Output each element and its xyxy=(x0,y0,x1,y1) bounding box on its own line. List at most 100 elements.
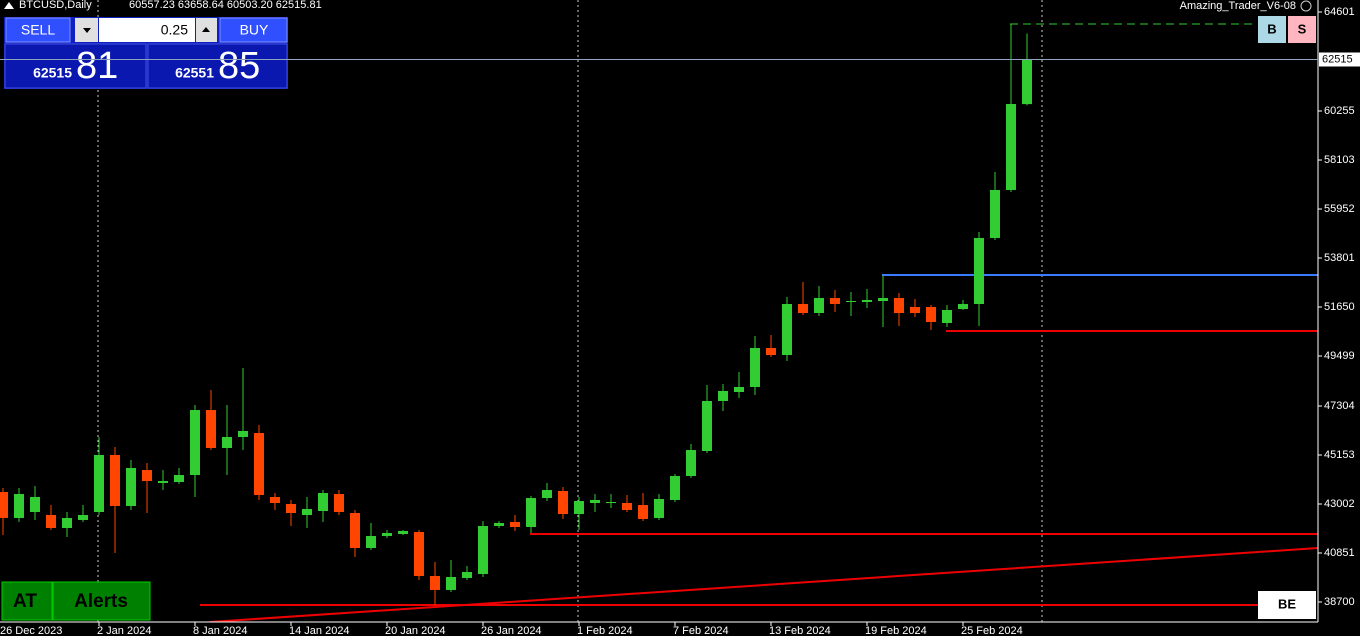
current-price-box xyxy=(1319,52,1360,67)
y-tick-label: 64601 xyxy=(1324,6,1355,18)
b-label[interactable]: B xyxy=(1267,21,1276,36)
x-tick-label: 2 Jan 2024 xyxy=(97,625,151,636)
trade-panel: SELL 0.25 BUY 62515 81 62551 85 xyxy=(4,17,288,89)
candle-body xyxy=(446,576,456,590)
candle-body xyxy=(110,455,120,507)
y-tick-label: 38700 xyxy=(1324,596,1355,608)
lot-value: 0.25 xyxy=(161,22,188,38)
candle-body xyxy=(526,497,536,527)
candle-body xyxy=(414,532,424,577)
candle-body xyxy=(910,306,920,314)
candle-body xyxy=(142,469,152,481)
x-tick-label: 1 Feb 2024 xyxy=(577,625,633,636)
y-tick-label: 55952 xyxy=(1324,203,1355,215)
candle-body xyxy=(430,576,440,590)
alerts-label[interactable]: Alerts xyxy=(74,591,128,612)
candle-body xyxy=(830,297,840,305)
candle-body xyxy=(654,498,664,518)
candle-body xyxy=(62,517,72,528)
b-button[interactable] xyxy=(1258,16,1286,43)
lot-input[interactable] xyxy=(99,18,195,42)
candle-body xyxy=(718,390,728,401)
be-label[interactable]: BE xyxy=(1278,596,1296,611)
trend-line xyxy=(209,547,1318,622)
x-tick-label: 25 Feb 2024 xyxy=(961,625,1023,636)
be-button[interactable] xyxy=(1258,591,1316,619)
candle-body xyxy=(398,530,408,535)
sell-label[interactable]: SELL xyxy=(21,22,55,38)
candle-body xyxy=(1006,104,1016,190)
s-label[interactable]: S xyxy=(1298,21,1307,36)
candle-body xyxy=(974,237,984,305)
y-tick-label: 58103 xyxy=(1324,154,1355,166)
indicator-name: Amazing_Trader_V6-08 xyxy=(1180,0,1296,12)
x-tick-label: 7 Feb 2024 xyxy=(673,625,729,636)
candle-body xyxy=(590,499,600,504)
candle-body xyxy=(558,490,568,515)
candle-body xyxy=(350,513,360,548)
arrow-down xyxy=(83,28,91,33)
at-button[interactable] xyxy=(1,581,53,621)
y-tick-label: 51650 xyxy=(1324,301,1355,313)
candle-body xyxy=(782,304,792,356)
x-tick-label: 19 Feb 2024 xyxy=(865,625,927,636)
arrow-up xyxy=(202,27,210,32)
candle-body xyxy=(798,304,808,314)
y-tick-label: 45153 xyxy=(1324,449,1355,461)
bid-pips: 81 xyxy=(76,45,118,87)
y-tick-label: 47304 xyxy=(1324,400,1355,412)
s-button[interactable] xyxy=(1288,16,1316,43)
alerts-button[interactable] xyxy=(52,581,151,621)
candle-body xyxy=(254,433,264,496)
candle-body xyxy=(862,299,872,303)
candle-body xyxy=(78,515,88,520)
ask-box[interactable] xyxy=(147,43,288,89)
candle-body xyxy=(494,523,504,527)
candle-body xyxy=(334,494,344,513)
bid-box[interactable] xyxy=(4,43,147,89)
candle-body xyxy=(30,496,40,513)
y-tick-label: 40851 xyxy=(1324,547,1355,559)
sell-button[interactable] xyxy=(5,17,71,43)
bid-main: 62515 xyxy=(33,65,72,81)
candle-body xyxy=(238,430,248,437)
y-tick-label: 53801 xyxy=(1324,252,1355,264)
candle-body xyxy=(206,409,216,448)
candle-body xyxy=(478,526,488,575)
candle-body xyxy=(638,505,648,519)
y-tick-label: 60255 xyxy=(1324,105,1355,117)
buy-label[interactable]: BUY xyxy=(240,22,269,38)
candle-body xyxy=(222,436,232,448)
candle-body xyxy=(510,522,520,527)
ask-main: 62551 xyxy=(175,65,214,81)
collapse-icon[interactable] xyxy=(4,2,14,9)
candle-body xyxy=(94,455,104,513)
candle-body xyxy=(286,504,296,514)
candle-body xyxy=(174,475,184,483)
candle-body xyxy=(606,502,616,504)
candle-body xyxy=(990,189,1000,238)
x-tick-label: 26 Jan 2024 xyxy=(481,625,542,636)
candle-body xyxy=(878,297,888,302)
x-tick-label: 20 Jan 2024 xyxy=(385,625,446,636)
y-tick-label: 43002 xyxy=(1324,498,1355,510)
candle-body xyxy=(750,347,760,387)
candle-body xyxy=(814,297,824,314)
buy-button[interactable] xyxy=(219,17,288,43)
candle-body xyxy=(158,480,168,484)
candle-body xyxy=(542,489,552,498)
x-tick-label: 13 Feb 2024 xyxy=(769,625,831,636)
candle-body xyxy=(846,301,856,303)
candle-body xyxy=(574,500,584,515)
candle-body xyxy=(1022,59,1032,105)
candle-body xyxy=(686,449,696,477)
candle-body xyxy=(622,503,632,510)
smiley-icon xyxy=(1300,0,1312,12)
candle-body xyxy=(894,297,904,314)
at-label[interactable]: AT xyxy=(13,591,37,612)
symbol-title: BTCUSD,Daily xyxy=(19,0,92,11)
